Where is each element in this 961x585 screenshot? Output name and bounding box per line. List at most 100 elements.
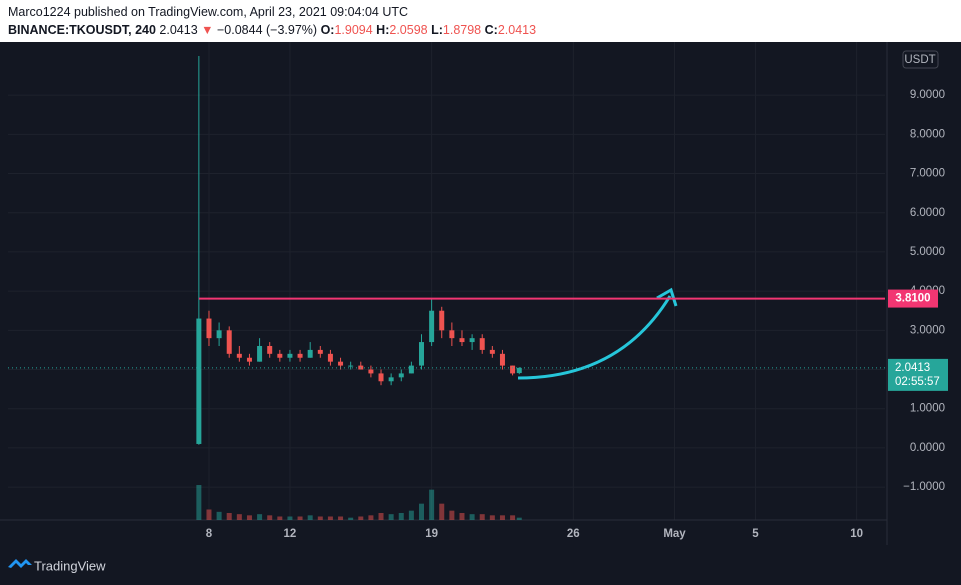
ohlc-label: L: xyxy=(431,23,443,37)
y-tick-label: 3.0000 xyxy=(910,324,945,336)
volume-bar xyxy=(398,513,404,520)
volume-bar xyxy=(196,485,202,520)
ohlc-label: C: xyxy=(484,23,498,37)
volume-bar xyxy=(408,510,414,520)
volume-bar xyxy=(479,514,485,520)
candle-body xyxy=(257,345,263,362)
candle-body xyxy=(499,353,505,366)
volume-bar xyxy=(489,515,495,520)
candle-body xyxy=(236,353,242,358)
volume-bar xyxy=(469,514,475,520)
volume-bar xyxy=(317,516,323,520)
candle-body xyxy=(216,330,222,339)
candle-body xyxy=(419,342,425,366)
volume-bar xyxy=(267,515,273,520)
arrow-head xyxy=(656,287,678,307)
y-tick-label: 5.0000 xyxy=(910,246,945,258)
candle-body xyxy=(469,338,475,343)
volume-bar xyxy=(459,513,465,520)
x-tick-label: May xyxy=(663,528,686,540)
symbol: BINANCE:TKOUSDT, 240 xyxy=(8,23,156,37)
candle-body xyxy=(317,349,323,354)
y-tick-label: 7.0000 xyxy=(910,168,945,180)
level-badge xyxy=(888,289,938,308)
volume-bar xyxy=(449,510,455,520)
last-price: 2.0413 xyxy=(159,23,198,37)
header: Marco1224 published on TradingView.com, … xyxy=(0,0,961,42)
y-tick-label: −1.0000 xyxy=(903,481,945,493)
candle-body xyxy=(489,349,495,354)
candle-body xyxy=(226,330,232,354)
candle-body xyxy=(398,373,404,378)
candle-body xyxy=(429,310,435,343)
x-tick-label: 26 xyxy=(567,528,580,540)
candle-body xyxy=(439,310,445,331)
x-tick-label: 10 xyxy=(850,528,863,540)
ohlc-value: 1.9094 xyxy=(334,23,373,37)
volume-bar xyxy=(429,489,435,520)
volume-bar xyxy=(439,503,445,520)
brand-logo xyxy=(8,559,32,568)
candle-body xyxy=(307,349,313,358)
volume-bar xyxy=(246,515,252,520)
volume-bar xyxy=(358,516,364,520)
candle-body xyxy=(196,318,202,444)
volume-bar xyxy=(378,513,384,520)
volume-bar xyxy=(236,514,242,520)
candle-body xyxy=(246,357,252,362)
level-label: 3.8100 xyxy=(895,293,930,305)
brand: TradingView xyxy=(34,558,106,573)
candle-body xyxy=(338,361,344,366)
currency-badge xyxy=(902,50,939,69)
candle-body xyxy=(449,330,455,339)
published-line: Marco1224 published on TradingView.com, … xyxy=(8,5,409,19)
volume-bar xyxy=(338,516,344,520)
candle-body xyxy=(388,377,394,382)
ohlc-label: O: xyxy=(320,23,335,37)
candle-body xyxy=(510,365,516,374)
ohlc-label: H: xyxy=(376,23,390,37)
candle-body xyxy=(348,365,354,367)
candle-body xyxy=(327,353,333,362)
y-tick-label: 0.0000 xyxy=(910,442,945,454)
volume-bar xyxy=(206,509,212,520)
volume-bar xyxy=(257,514,263,520)
background xyxy=(0,42,961,585)
x-tick-label: 8 xyxy=(206,528,213,540)
candle-body xyxy=(206,318,212,339)
candle-body xyxy=(516,367,522,374)
x-tick-label: 12 xyxy=(284,528,297,540)
candle-body xyxy=(459,338,465,343)
volume-bar xyxy=(516,517,522,520)
volume-bar xyxy=(510,515,516,520)
y-tick-label: 6.0000 xyxy=(910,207,945,219)
currency: USDT xyxy=(904,54,935,66)
candle-body xyxy=(479,338,485,350)
last-price-label: 2.0413 xyxy=(895,362,930,374)
volume-bar xyxy=(419,503,425,520)
last-price-badge xyxy=(888,358,948,391)
volume-bar xyxy=(348,517,354,520)
x-tick-label: 5 xyxy=(752,528,759,540)
y-tick-label: 9.0000 xyxy=(910,89,945,101)
candle-body xyxy=(408,365,414,374)
volume-bar xyxy=(307,515,313,520)
change: −0.0844 (−3.97%) xyxy=(217,23,318,37)
y-tick-label: 1.0000 xyxy=(910,403,945,415)
volume-bar xyxy=(499,515,505,520)
change-arrow: ▼ xyxy=(201,23,214,37)
y-tick-label: 8.0000 xyxy=(910,128,945,140)
x-tick-label: 19 xyxy=(425,528,438,540)
volume-bar xyxy=(226,513,232,520)
ohlc-value: 2.0598 xyxy=(389,23,428,37)
volume-bar xyxy=(327,516,333,520)
volume-bar xyxy=(368,515,374,520)
volume-bar xyxy=(388,514,394,520)
volume-bar xyxy=(216,511,222,520)
candle-body xyxy=(297,353,303,358)
candle-body xyxy=(287,353,293,358)
candle-body xyxy=(277,353,283,358)
symbol-line: BINANCE:TKOUSDT, 240 2.0413 ▼ −0.0844 (−… xyxy=(8,23,536,37)
candle-body xyxy=(368,369,374,374)
